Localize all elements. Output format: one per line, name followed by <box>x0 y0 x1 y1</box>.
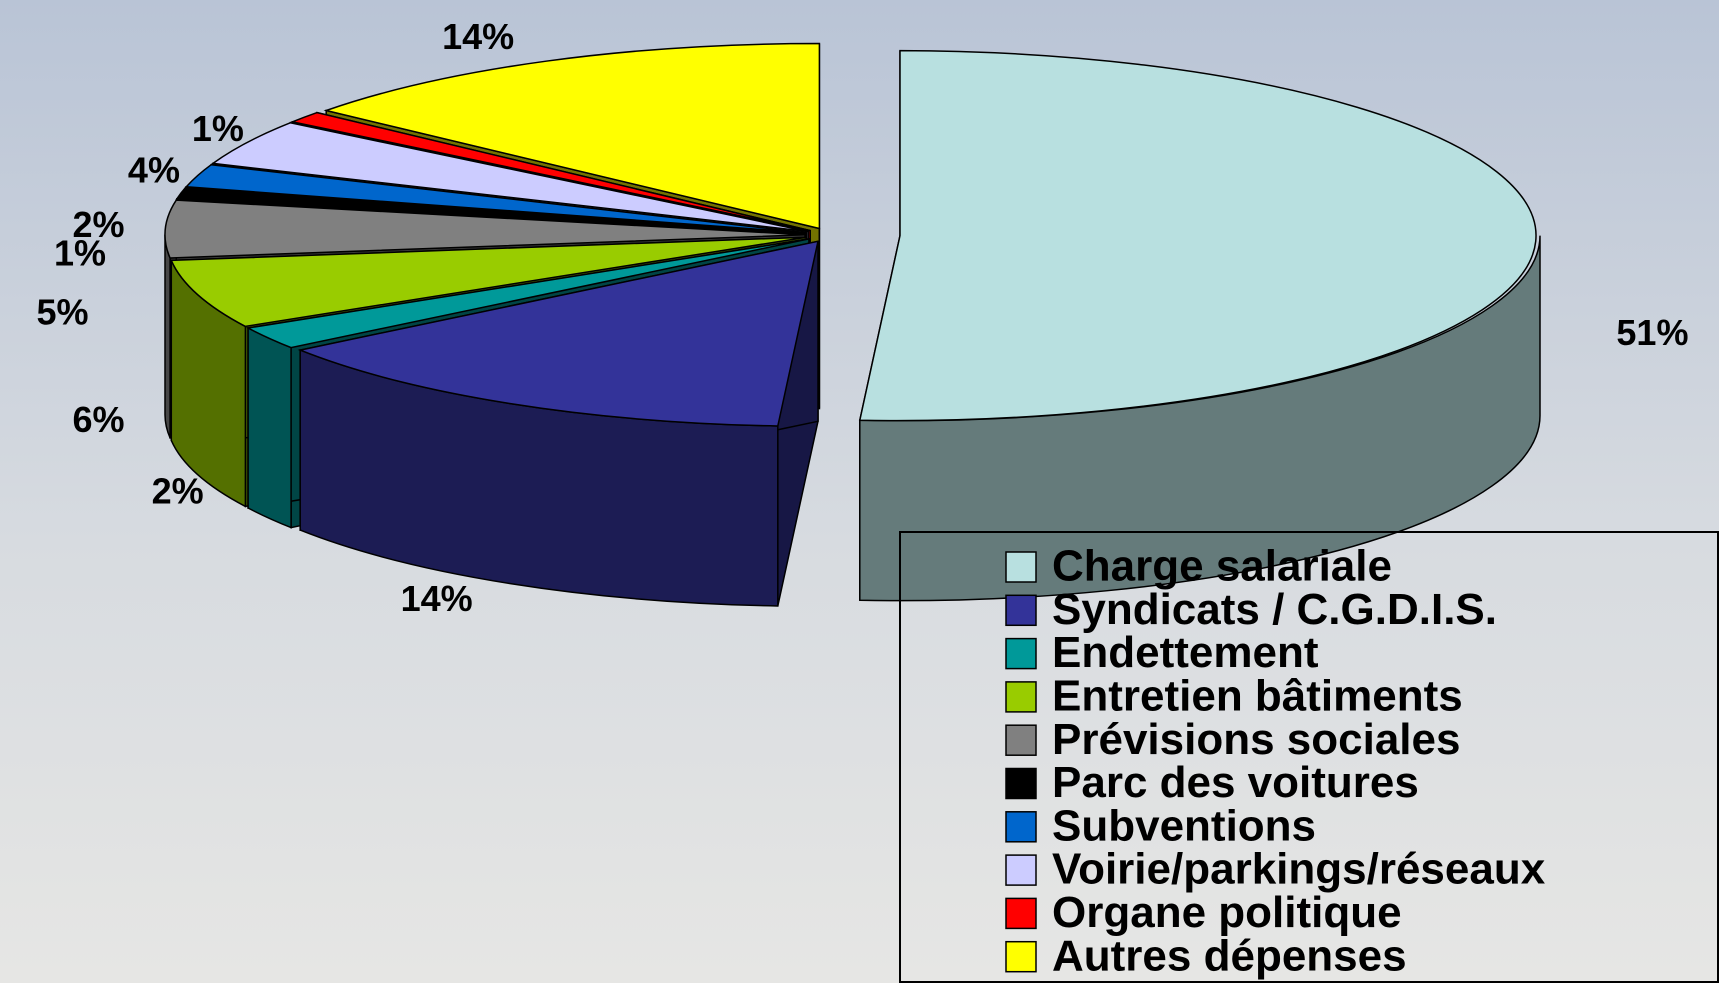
legend-label: Entretien bâtiments <box>1052 672 1463 721</box>
value-label: 14% <box>442 16 514 57</box>
legend-swatch <box>1006 855 1036 885</box>
legend-swatch <box>1006 595 1036 625</box>
value-label: 6% <box>72 399 124 440</box>
legend-label: Voirie/parkings/réseaux <box>1052 845 1546 894</box>
legend-swatch <box>1006 682 1036 712</box>
legend-label: Parc des voitures <box>1052 758 1419 807</box>
slice-side <box>248 328 291 528</box>
value-label: 14% <box>401 578 473 619</box>
legend-swatch <box>1006 898 1036 928</box>
value-label: 51% <box>1616 312 1688 353</box>
value-label: 1% <box>192 108 244 149</box>
legend-label: Charge salariale <box>1052 542 1392 591</box>
legend-swatch <box>1006 552 1036 582</box>
value-label: 5% <box>37 292 89 333</box>
value-label: 4% <box>128 150 180 191</box>
value-label: 2% <box>152 471 204 512</box>
legend-label: Organe politique <box>1052 888 1402 937</box>
legend-label: Autres dépenses <box>1052 931 1407 980</box>
legend-swatch <box>1006 812 1036 842</box>
legend-swatch <box>1006 725 1036 755</box>
legend-swatch <box>1006 769 1036 799</box>
legend-swatch <box>1006 942 1036 972</box>
chart: 51%14%2%6%5%1%2%4%1%14% Charge salariale… <box>0 0 1719 983</box>
slice-side <box>165 235 170 438</box>
legend-label: Endettement <box>1052 628 1319 677</box>
value-label: 2% <box>72 204 124 245</box>
legend-label: Prévisions sociales <box>1052 715 1460 764</box>
legend-swatch <box>1006 639 1036 669</box>
legend-label: Syndicats / C.G.D.I.S. <box>1052 585 1497 634</box>
legend-label: Subventions <box>1052 801 1316 850</box>
